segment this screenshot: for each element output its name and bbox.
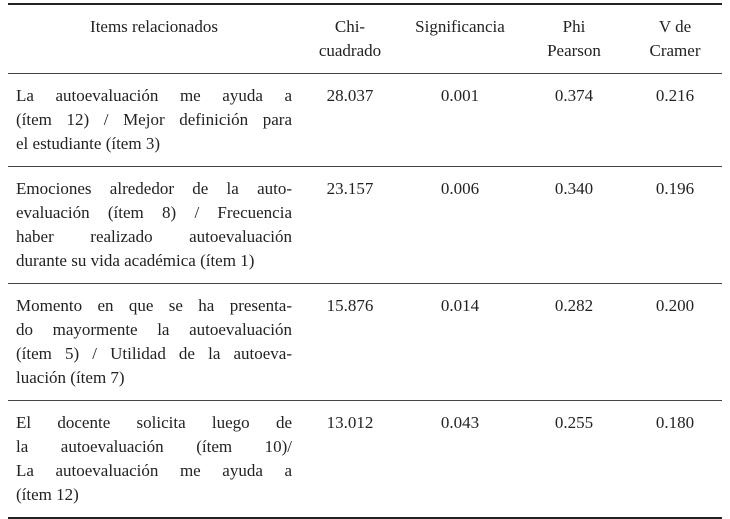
cell-value: 0.374	[554, 86, 594, 105]
item-text: La autoevaluación me ayuda a	[16, 461, 292, 480]
value-cell: 0.196	[628, 166, 722, 284]
cell-value: 0.255	[554, 413, 594, 432]
header-cell: Chi-cuadrado	[300, 4, 400, 74]
header-text: Chi-	[334, 17, 366, 36]
header-text: Items relacionados	[90, 17, 218, 36]
table-row: La autoevaluación me ayuda a (ítem 12) / …	[8, 73, 722, 167]
table-row: El docente solicita luego de la autoevalu…	[8, 400, 722, 519]
cell-value: 28.037	[326, 86, 374, 105]
table-header: Items relacionados Chi-cuadrado Significan…	[8, 4, 722, 74]
value-cell: 0.014	[400, 283, 520, 401]
item-text: El docente solicita luego de	[16, 413, 292, 432]
value-cell: 0.001	[400, 73, 520, 167]
value-cell: 15.876	[300, 283, 400, 401]
item-text: Emociones alrededor de la auto-	[16, 179, 292, 198]
item-text: (ítem 12)	[16, 485, 79, 504]
value-cell: 0.282	[520, 283, 628, 401]
item-cell: Momento en que se ha presenta-do mayorme…	[8, 283, 300, 401]
cell-value: 13.012	[326, 413, 374, 432]
page: Items relacionados Chi-cuadrado Significan…	[8, 4, 722, 519]
value-cell: 0.180	[628, 400, 722, 519]
item-text: (ítem 12) / Mejor definición para	[16, 110, 292, 129]
header-text: Pearson	[547, 41, 601, 60]
cell-value: 0.196	[655, 179, 695, 198]
value-cell: 0.043	[400, 400, 520, 519]
item-text: haber realizado autoevaluación	[16, 227, 292, 246]
header-cell: Significancia	[400, 4, 520, 74]
value-cell: 0.340	[520, 166, 628, 284]
cell-value: 15.876	[326, 296, 374, 315]
table-row: Momento en que se ha presenta-do mayorme…	[8, 283, 722, 401]
item-text: el estudiante (ítem 3)	[16, 134, 160, 153]
cell-value: 0.014	[440, 296, 480, 315]
value-cell: 0.255	[520, 400, 628, 519]
item-text: luación (ítem 7)	[16, 368, 125, 387]
header-text: V de	[658, 17, 692, 36]
cell-value: 0.216	[655, 86, 695, 105]
header-text: Significancia	[415, 17, 505, 36]
item-text: durante su vida académica (ítem 1)	[16, 251, 255, 270]
item-text: La autoevaluación me ayuda a	[16, 86, 292, 105]
value-cell: 28.037	[300, 73, 400, 167]
item-text: Momento en que se ha presenta-	[16, 296, 292, 315]
table-row: Emociones alrededor de la auto-evaluació…	[8, 166, 722, 284]
value-cell: 0.006	[400, 166, 520, 284]
value-cell: 13.012	[300, 400, 400, 519]
cell-value: 0.200	[655, 296, 695, 315]
header-cell: Items relacionados	[8, 4, 300, 74]
header-row: Items relacionados Chi-cuadrado Significan…	[8, 4, 722, 74]
header-text: Phi	[562, 17, 586, 36]
header-text: cuadrado	[318, 41, 382, 60]
item-cell: La autoevaluación me ayuda a (ítem 12) / …	[8, 73, 300, 167]
item-text: la autoevaluación (ítem 10)/	[16, 437, 292, 456]
item-cell: El docente solicita luego de la autoevalu…	[8, 400, 300, 519]
cell-value: 0.180	[655, 413, 695, 432]
item-cell: Emociones alrededor de la auto-evaluació…	[8, 166, 300, 284]
cell-value: 0.282	[554, 296, 594, 315]
data-table: Items relacionados Chi-cuadrado Significan…	[8, 3, 722, 519]
header-text: Cramer	[649, 41, 701, 60]
cell-value: 0.043	[440, 413, 480, 432]
header-cell: Phi Pearson	[520, 4, 628, 74]
value-cell: 0.374	[520, 73, 628, 167]
value-cell: 0.216	[628, 73, 722, 167]
value-cell: 23.157	[300, 166, 400, 284]
cell-value: 23.157	[326, 179, 374, 198]
header-cell: V de Cramer	[628, 4, 722, 74]
item-text: evaluación (ítem 8) / Frecuencia	[16, 203, 292, 222]
cell-value: 0.006	[440, 179, 480, 198]
cell-value: 0.001	[440, 86, 480, 105]
item-text: (ítem 5) / Utilidad de la autoeva-	[16, 344, 292, 363]
cell-value: 0.340	[554, 179, 594, 198]
table-body: La autoevaluación me ayuda a (ítem 12) / …	[8, 73, 722, 519]
item-text: do mayormente la autoevaluación	[16, 320, 292, 339]
value-cell: 0.200	[628, 283, 722, 401]
